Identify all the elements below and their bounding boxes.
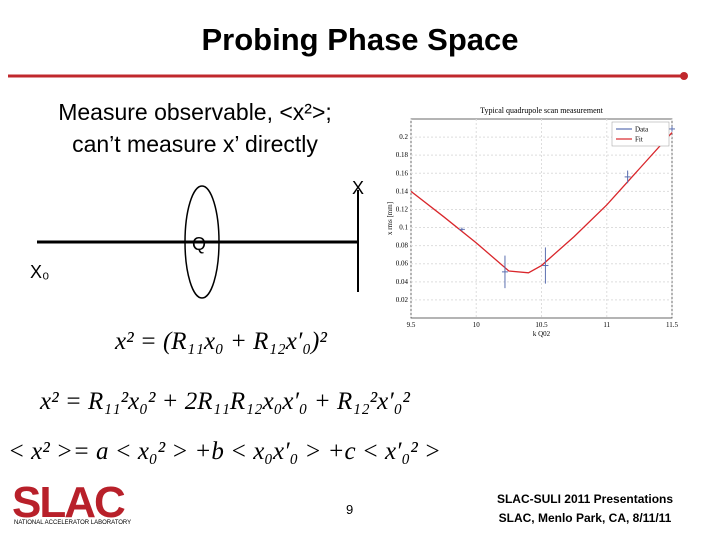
quadrupole bbox=[184, 185, 220, 299]
y-tick-label: 0.2 bbox=[399, 133, 408, 141]
title: Probing Phase Space bbox=[201, 22, 519, 57]
start-label: X₀ bbox=[30, 262, 50, 282]
footer-info: SLAC-SULI 2011 Presentations SLAC, Menlo… bbox=[470, 490, 700, 528]
equation: x² = R₁₁²x₀² + 2R₁₁R₁₂x₀x′₀ + R₁₂²x′₀² bbox=[40, 388, 410, 415]
y-tick-label: 0.08 bbox=[396, 242, 409, 250]
y-tick-label: 0.12 bbox=[396, 205, 409, 213]
y-tick-label: 0.1 bbox=[399, 224, 408, 232]
plot-title: Typical quadrupole scan measurement bbox=[480, 106, 604, 115]
y-tick-label: 0.16 bbox=[396, 169, 409, 177]
legend-label: Data bbox=[635, 126, 649, 134]
y-tick-label: 0.14 bbox=[396, 187, 409, 195]
x-tick-label: 10.5 bbox=[535, 321, 548, 329]
intro-line: Measure observable, <x²>; bbox=[58, 99, 332, 125]
logo-sub: NATIONAL ACCELERATOR LABORATORY bbox=[14, 520, 132, 526]
intro: Measure observable, <x²>; can’t measure … bbox=[10, 96, 380, 160]
footer-line: SLAC-SULI 2011 Presentations bbox=[496, 492, 674, 506]
x-tick-label: 11 bbox=[603, 321, 610, 329]
legend-box bbox=[611, 121, 670, 147]
equation: x² = (R₁₁x₀ + R₁₂x′₀)² bbox=[115, 328, 327, 355]
x-tick-label: 9.5 bbox=[407, 321, 416, 329]
y-tick-label: 0.06 bbox=[396, 260, 409, 268]
x-axis-label: k Q02 bbox=[533, 330, 551, 338]
logo: SLAC bbox=[12, 478, 126, 527]
y-axis-label: x rms [mm] bbox=[386, 202, 394, 235]
legend-label: Fit bbox=[635, 136, 643, 144]
screen-label: X bbox=[352, 178, 365, 198]
rule-dot bbox=[680, 72, 688, 80]
x-tick-label: 10 bbox=[473, 321, 481, 329]
y-tick-label: 0.02 bbox=[396, 296, 409, 304]
page-number: 9 bbox=[346, 502, 354, 517]
footer-line: SLAC, Menlo Park, CA, 8/11/11 bbox=[498, 511, 672, 525]
y-tick-label: 0.04 bbox=[396, 278, 409, 286]
plot: 0.02 0.04 0.06 0.08 0.1 0.12 0.14 0.16 0.18 0.2 9.… bbox=[386, 106, 678, 338]
quad-label: Q bbox=[192, 234, 207, 254]
y-tick-label: 0.18 bbox=[396, 151, 409, 159]
equation: < x² >= a < x₀² > +b < x₀x′₀ > +c < x′₀²… bbox=[8, 438, 441, 465]
x-tick-label: 11.5 bbox=[666, 321, 678, 329]
intro-line: can’t measure x’ directly bbox=[72, 131, 318, 157]
